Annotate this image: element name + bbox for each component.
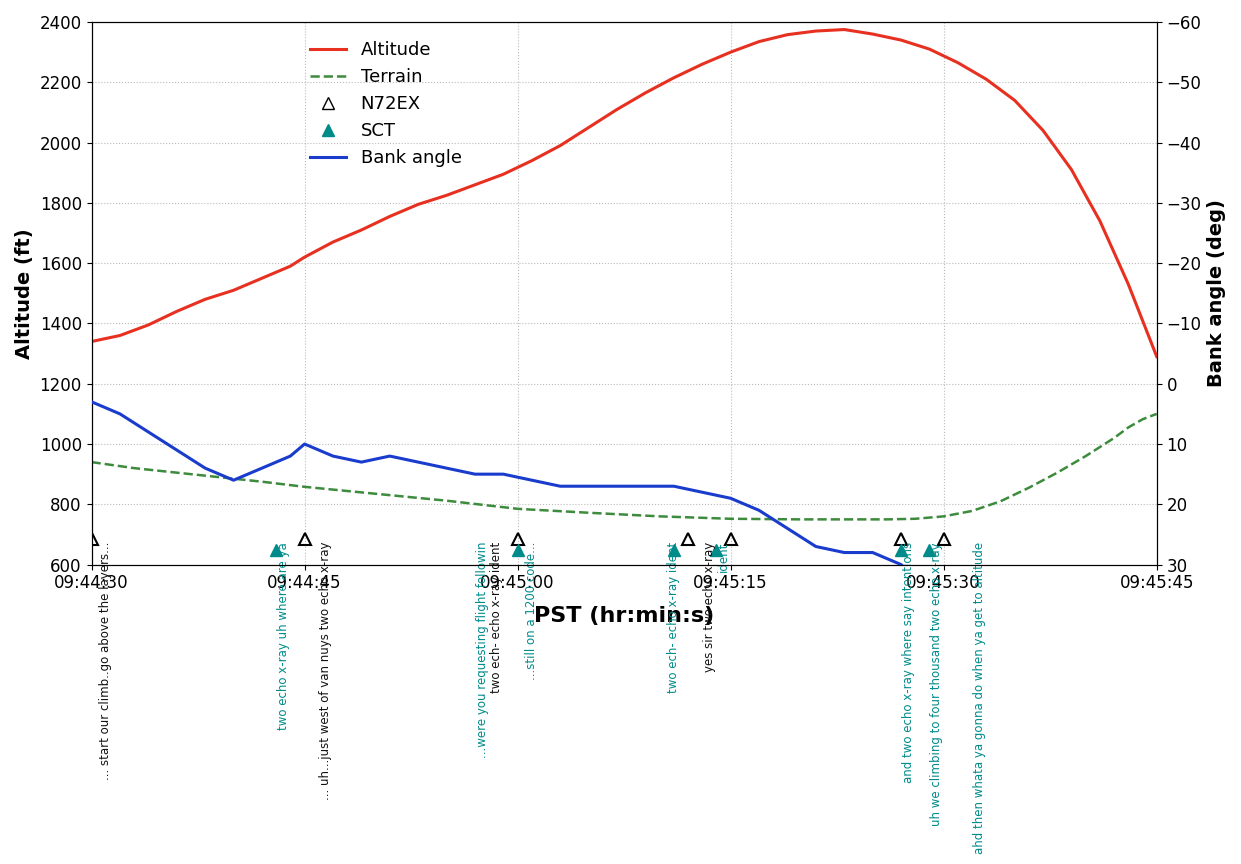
Text: two ech- echo x-ray ident: two ech- echo x-ray ident <box>490 542 503 693</box>
X-axis label: PST (hr:min:s): PST (hr:min:s) <box>534 607 715 626</box>
Y-axis label: Bank angle (deg): Bank angle (deg) <box>1207 200 1226 387</box>
Text: and two echo x-ray where say intentions: and two echo x-ray where say intentions <box>902 542 915 783</box>
Text: ...were you requesting flight followin: ...were you requesting flight followin <box>475 542 489 759</box>
Text: two echo x-ray uh where are ya: two echo x-ray uh where are ya <box>277 542 289 730</box>
Text: two ech- echo x-ray ident: two ech- echo x-ray ident <box>668 542 680 693</box>
Text: ahd then whata ya gonna do when ya get to altitude: ahd then whata ya gonna do when ya get t… <box>973 542 985 854</box>
Text: ...still on a 1200 code...: ...still on a 1200 code... <box>525 542 539 680</box>
Text: ... uh...just west of van nuys two echo x-ray: ... uh...just west of van nuys two echo … <box>319 542 333 800</box>
Y-axis label: Altitude (ft): Altitude (ft) <box>15 228 34 359</box>
Text: ident: ident <box>717 542 730 572</box>
Text: uh we climbing to four thousand two echo x-ray: uh we climbing to four thousand two echo… <box>930 542 943 826</box>
Text: ... start our climb..go above the layers...: ... start our climb..go above the layers… <box>99 542 112 780</box>
Text: yes sir two echo x-ray: yes sir two echo x-ray <box>702 542 716 672</box>
Legend: Altitude, Terrain, N72EX, SCT, Bank angle: Altitude, Terrain, N72EX, SCT, Bank angl… <box>303 34 469 175</box>
